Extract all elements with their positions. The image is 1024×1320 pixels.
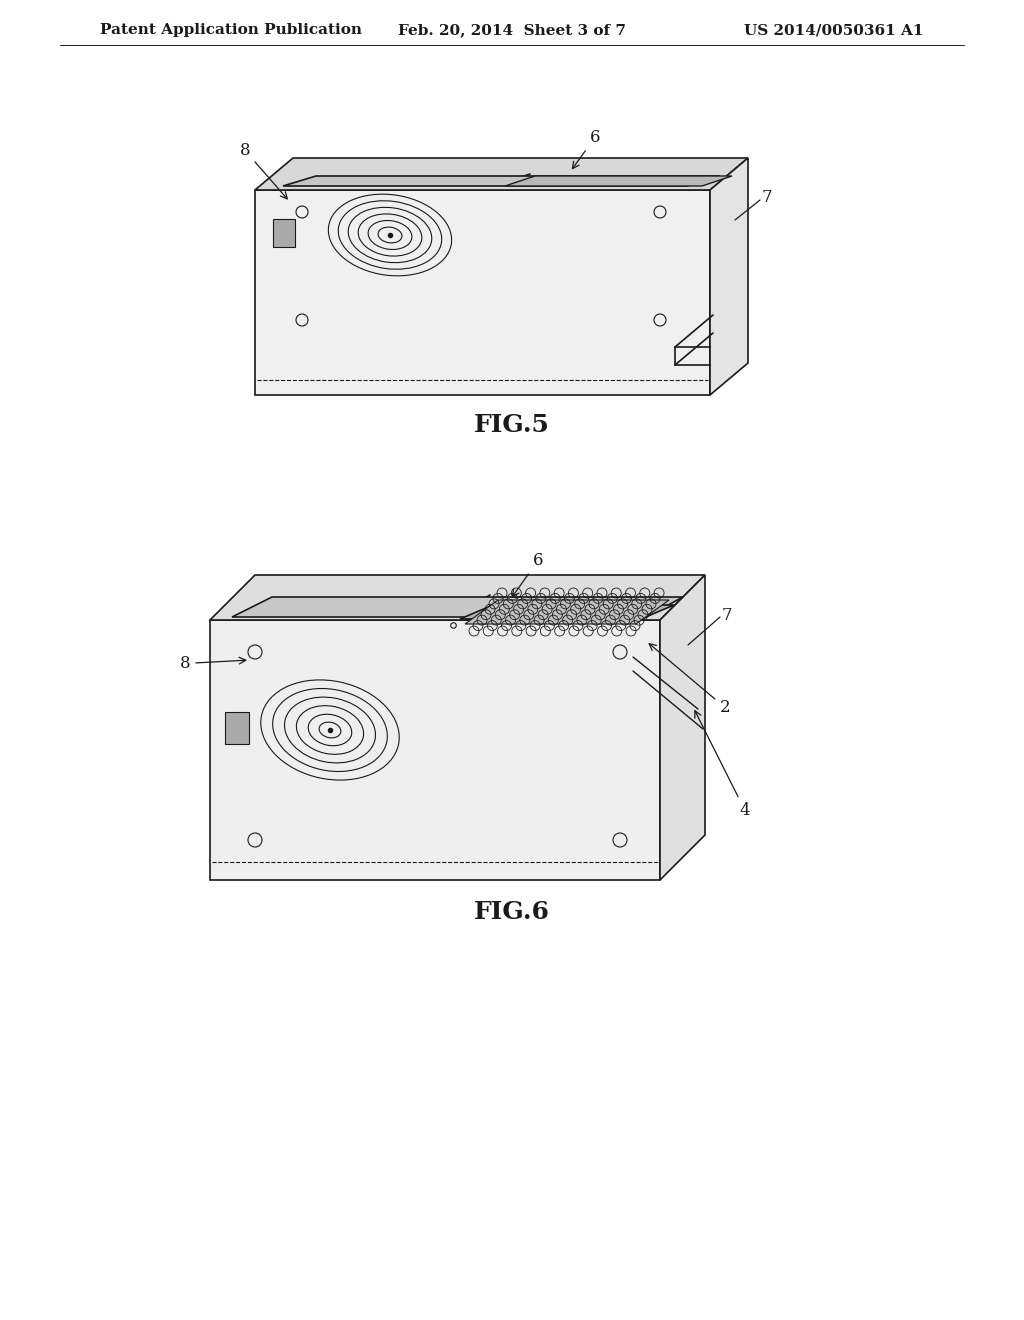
Polygon shape	[255, 158, 748, 190]
Polygon shape	[460, 605, 674, 619]
Text: US 2014/0050361 A1: US 2014/0050361 A1	[744, 22, 924, 37]
Polygon shape	[283, 176, 720, 186]
Text: 4: 4	[695, 710, 751, 818]
Polygon shape	[225, 711, 249, 744]
Text: 6: 6	[572, 129, 600, 169]
Text: Patent Application Publication: Patent Application Publication	[100, 22, 362, 37]
Text: 7: 7	[722, 606, 732, 623]
Text: 2: 2	[649, 644, 730, 715]
Polygon shape	[465, 601, 669, 624]
Text: FIG.5: FIG.5	[474, 413, 550, 437]
Polygon shape	[273, 219, 295, 247]
Polygon shape	[210, 576, 705, 620]
Text: 8: 8	[179, 655, 246, 672]
Text: FIG.6: FIG.6	[474, 900, 550, 924]
Polygon shape	[710, 158, 748, 395]
Polygon shape	[660, 576, 705, 880]
Polygon shape	[505, 176, 732, 186]
Text: 6: 6	[512, 552, 544, 597]
Text: Feb. 20, 2014  Sheet 3 of 7: Feb. 20, 2014 Sheet 3 of 7	[398, 22, 626, 37]
Text: 7: 7	[762, 190, 773, 206]
Polygon shape	[255, 190, 710, 395]
Polygon shape	[232, 597, 683, 616]
Polygon shape	[210, 620, 660, 880]
Text: 8: 8	[240, 143, 288, 199]
